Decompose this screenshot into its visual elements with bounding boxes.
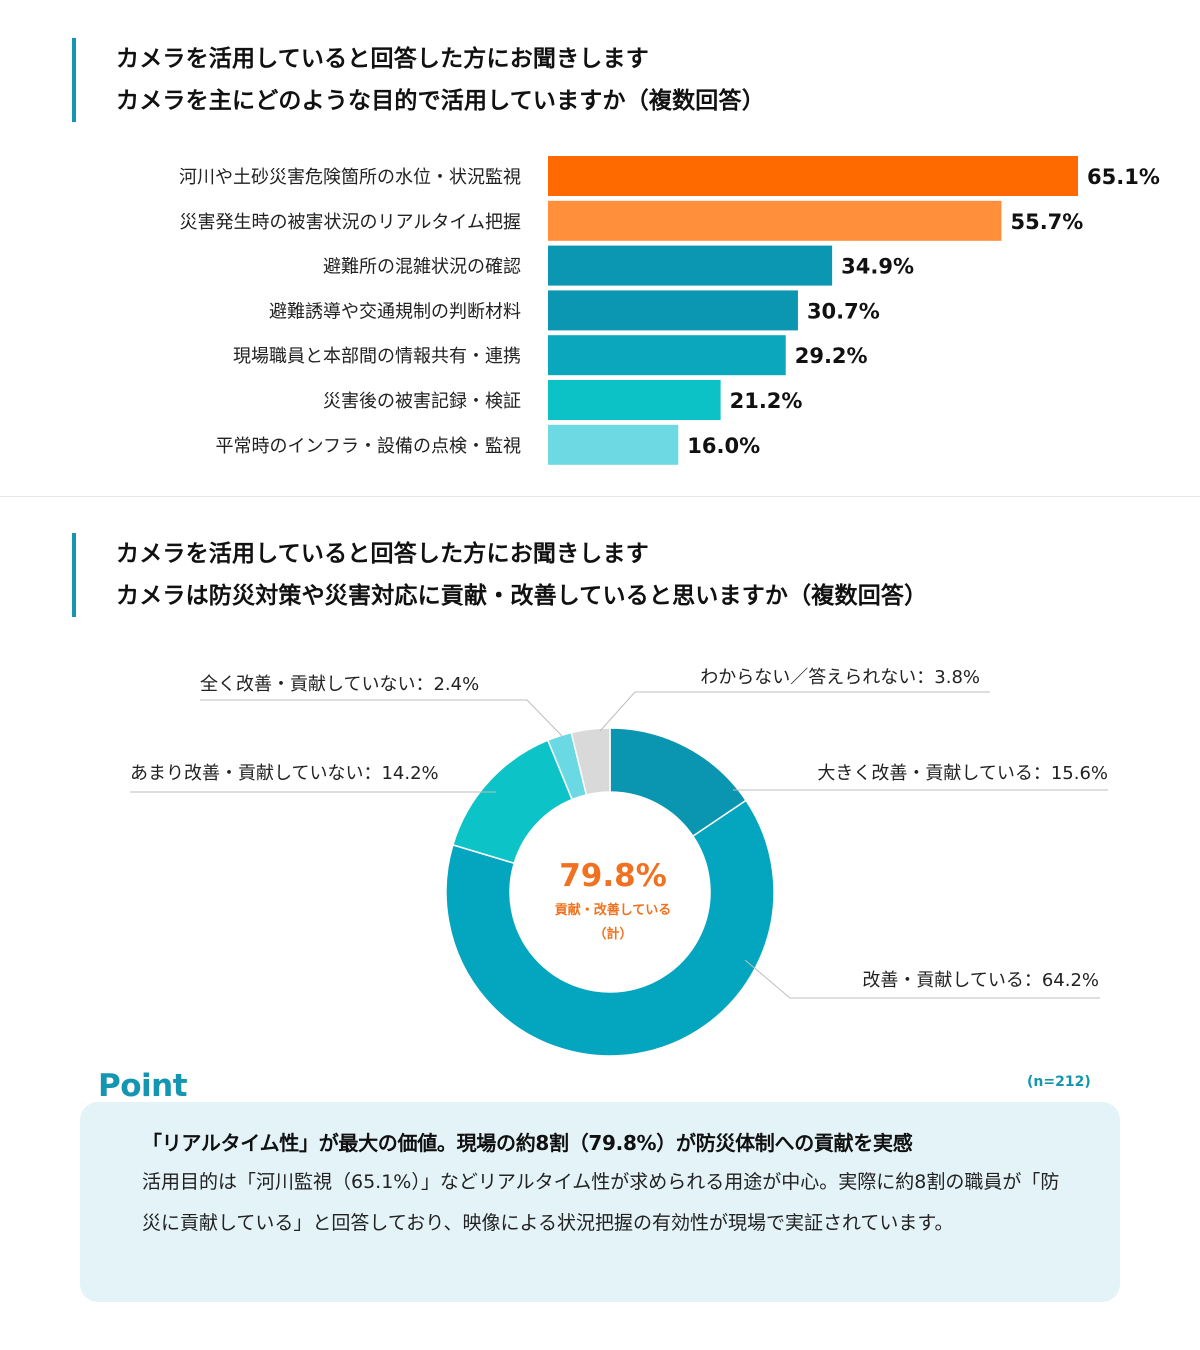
bar: [548, 290, 798, 331]
donut-slice: [445, 799, 775, 1057]
point-headline: 「リアルタイム性」が最大の価値。現場の約8割（79.8%）が防災体制への貢献を実…: [142, 1131, 913, 1155]
purpose-bar-chart: 河川や土砂災害危険箇所の水位・状況監視 65.1% 災害発生時の被害状況のリアルタイ…: [179, 156, 1160, 465]
bar-category-label: 河川や土砂災害危険箇所の水位・状況監視: [179, 167, 521, 188]
leader-line: [599, 691, 990, 732]
section2-heading: カメラを活用していると回答した方にお聞きします カメラは防災対策や災害対応に貢献…: [72, 533, 1132, 617]
donut-slice: [451, 739, 574, 865]
bar: [548, 424, 679, 465]
donut-center-label: 貢献・改善している: [555, 902, 672, 918]
point-body: 活用目的は「河川監視（65.1%）」などリアルタイム性が求められる用途が中心。実…: [142, 1171, 1060, 1234]
bar-category-label: 災害発生時の被害状況のリアルタイム把握: [180, 212, 521, 233]
donut-center-label-total: （計）: [593, 926, 632, 942]
section2-question-line1: カメラを活用していると回答した方にお聞きします: [116, 541, 649, 567]
donut-center-value: 79.8%: [559, 858, 667, 894]
bar-value-label: 30.7%: [807, 299, 880, 323]
donut-slice-label: 大きく改善・貢献している：15.6%: [817, 763, 1108, 784]
leader-line: [200, 699, 563, 737]
bar: [548, 200, 1002, 241]
bar-value-label: 65.1%: [1087, 165, 1160, 189]
contribution-donut-chart: 大きく改善・貢献している：15.6% 改善・貢献している：64.2% あまり改善・貢…: [130, 667, 1108, 1057]
bar: [548, 156, 1078, 196]
section2-question-line2: カメラは防災対策や災害対応に貢献・改善していると思いますか（複数回答）: [116, 583, 928, 609]
section-divider: [0, 496, 1200, 497]
section1-question-line1: カメラを活用していると回答した方にお聞きします: [116, 46, 649, 72]
bar-category-label: 避難所の混雑状況の確認: [323, 257, 521, 278]
bar-category-label: 避難誘導や交通規制の判断材料: [269, 301, 521, 322]
bar: [548, 335, 786, 376]
point-title: Point: [98, 1068, 188, 1104]
bar-value-label: 34.9%: [841, 255, 914, 279]
donut-slice-label: 全く改善・貢献していない：2.4%: [200, 674, 479, 695]
donut-slice-label: 改善・貢献している：64.2%: [862, 970, 1099, 991]
bar-category-label: 平常時のインフラ・設備の点検・監視: [216, 436, 521, 457]
point-box: 「リアルタイム性」が最大の価値。現場の約8割（79.8%）が防災体制への貢献を実…: [80, 1102, 1120, 1302]
bar-value-label: 55.7%: [1010, 210, 1083, 234]
bar: [548, 245, 833, 286]
bar-value-label: 21.2%: [730, 389, 803, 413]
bar-category-label: 現場職員と本部間の情報共有・連携: [233, 346, 521, 367]
bar-value-label: 29.2%: [795, 344, 868, 368]
donut-slice-label: わからない／答えられない：3.8%: [700, 667, 980, 688]
section1-heading: カメラを活用していると回答した方にお聞きします カメラを主にどのような目的で活用…: [72, 38, 1132, 122]
bar-value-label: 16.0%: [687, 434, 760, 458]
donut-slice: [570, 727, 611, 796]
section1-question-line2: カメラを主にどのような目的で活用していますか（複数回答）: [116, 88, 765, 114]
bar-category-label: 災害後の被害記録・検証: [323, 391, 521, 412]
sample-size: (n=212): [1027, 1074, 1091, 1090]
leader-line: [744, 959, 1100, 999]
bar: [548, 380, 721, 420]
donut-slice-label: あまり改善・貢献していない：14.2%: [130, 763, 439, 784]
